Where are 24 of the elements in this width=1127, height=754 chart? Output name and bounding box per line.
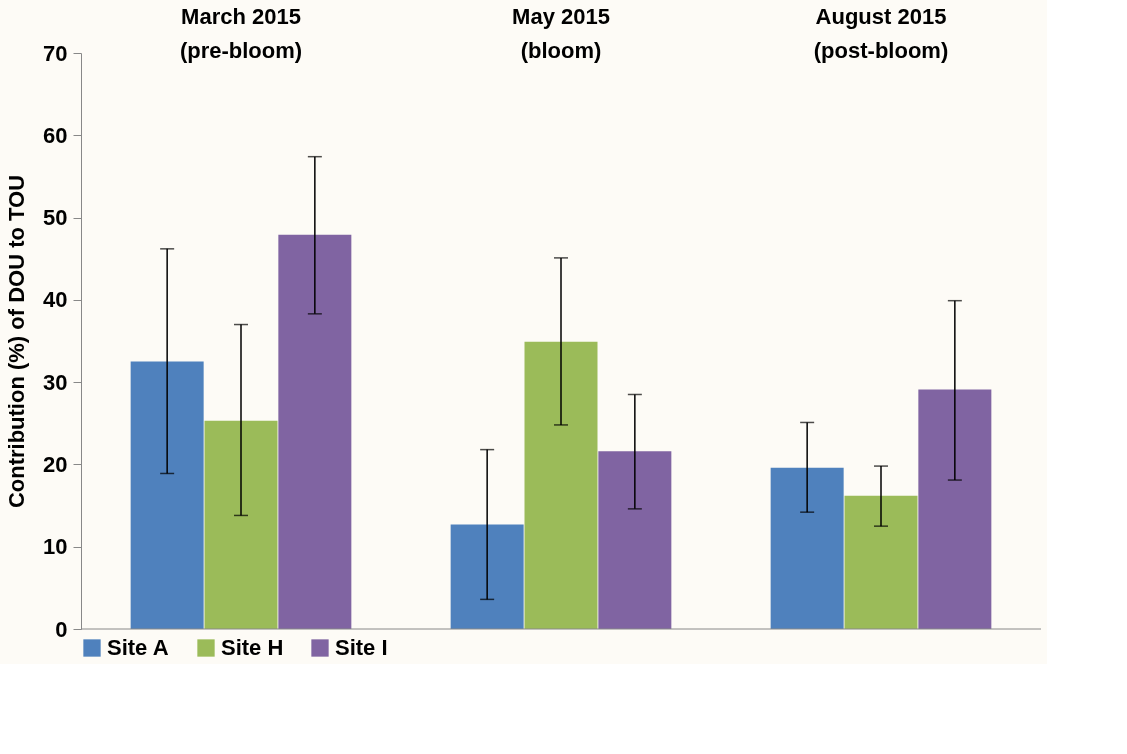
bar: [524, 341, 598, 629]
y-tick-label: 60: [43, 122, 68, 148]
y-tick-label: 70: [43, 40, 68, 66]
bar: [204, 420, 278, 629]
bar: [598, 451, 672, 629]
y-tick-label: 30: [43, 369, 68, 395]
x-tick-label: August 2015 (post-bloom): [813, 3, 949, 63]
y-tick-label: 10: [43, 534, 68, 560]
bar: [770, 467, 844, 629]
bar: [918, 389, 992, 629]
legend-label: Site H: [221, 635, 284, 660]
y-tick-label: 50: [43, 205, 68, 231]
x-tick-label: March 2015 (pre-bloom): [179, 3, 303, 63]
y-tick-label: 20: [43, 451, 68, 477]
legend-label: Site I: [335, 635, 388, 660]
y-tick-label: 40: [43, 287, 68, 313]
bar: [844, 495, 918, 629]
y-axis-title: Contribution (%) of DOU to TOU: [4, 174, 30, 509]
y-tick-label: 0: [55, 616, 68, 642]
bar: [278, 234, 352, 629]
legend-label: Site A: [107, 635, 169, 660]
x-tick-label: May 2015 (bloom): [512, 3, 610, 63]
bar: [130, 361, 204, 629]
bar: [450, 524, 524, 629]
